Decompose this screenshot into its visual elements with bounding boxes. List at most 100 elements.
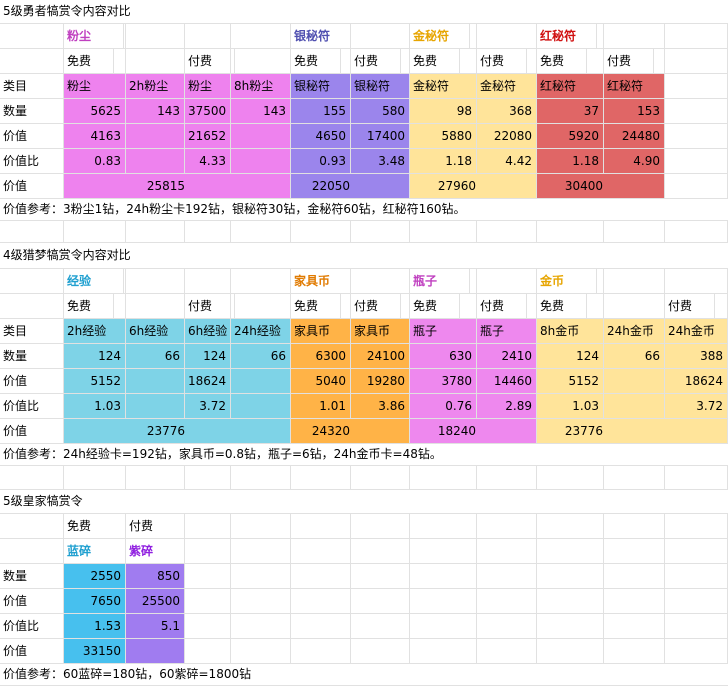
val-cell[interactable]: 19280 (351, 369, 410, 394)
empty-cell[interactable] (537, 614, 604, 639)
qty-cell[interactable]: 66 (231, 344, 291, 369)
empty-cell[interactable] (291, 639, 351, 664)
empty-cell[interactable] (665, 221, 728, 243)
val-cell[interactable]: 14460 (477, 369, 537, 394)
qty-cell[interactable]: 124 (537, 344, 604, 369)
sec2-title[interactable]: 4级猎梦犒赏令内容对比 (0, 243, 728, 269)
empty-cell[interactable] (351, 589, 410, 614)
paid-label[interactable]: 付费 (351, 294, 401, 319)
category-cell[interactable]: 24h金币 (665, 319, 728, 344)
total-cell[interactable]: 23776 (64, 419, 291, 444)
category-cell[interactable]: 2h经验 (64, 319, 126, 344)
empty-cell[interactable] (537, 564, 604, 589)
val-cell[interactable]: 17400 (351, 124, 410, 149)
qty-cell[interactable]: 24100 (351, 344, 410, 369)
empty-cell[interactable] (126, 269, 185, 294)
empty-cell[interactable] (604, 639, 665, 664)
empty-cell[interactable] (291, 221, 351, 243)
total-cell[interactable]: 33150 (64, 639, 126, 664)
empty-cell[interactable] (604, 24, 665, 49)
ratio-cell[interactable]: 4.33 (185, 149, 231, 174)
row-label[interactable]: 数量 (0, 99, 64, 124)
qty-cell[interactable]: 98 (410, 99, 477, 124)
category-cell[interactable]: 8h金币 (537, 319, 604, 344)
empty-cell[interactable] (537, 466, 604, 490)
empty-cell[interactable] (410, 466, 477, 490)
empty-cell[interactable] (665, 466, 728, 490)
empty-cell[interactable] (477, 564, 537, 589)
qty-cell[interactable]: 5625 (64, 99, 126, 124)
empty-cell[interactable] (0, 221, 64, 243)
empty-cell[interactable] (185, 564, 231, 589)
group-header[interactable]: 家具币 (291, 269, 351, 294)
free-label[interactable]: 免费 (291, 49, 341, 74)
empty-cell[interactable] (231, 269, 291, 294)
ratio-cell[interactable]: 5.1 (126, 614, 185, 639)
empty-cell[interactable] (351, 269, 410, 294)
qty-cell[interactable]: 124 (185, 344, 231, 369)
ratio-cell[interactable]: 3.48 (351, 149, 410, 174)
empty-cell[interactable] (0, 269, 64, 294)
empty-cell[interactable] (185, 24, 231, 49)
val-cell[interactable]: 5152 (537, 369, 604, 394)
val-cell[interactable]: 22080 (477, 124, 537, 149)
row-label[interactable]: 价值 (0, 124, 64, 149)
empty-cell[interactable] (477, 466, 537, 490)
group-header[interactable]: 金币 (537, 269, 597, 294)
sec2-note[interactable]: 价值参考：24h经验卡=192钻，家具币=0.8钻，瓶子=6钻，24h金币卡=4… (0, 444, 728, 466)
qty-cell[interactable]: 2410 (477, 344, 537, 369)
row-label[interactable]: 价值 (0, 419, 64, 444)
empty-cell[interactable] (291, 614, 351, 639)
empty-cell[interactable] (477, 514, 537, 539)
empty-cell[interactable] (665, 639, 728, 664)
val-cell[interactable]: 3780 (410, 369, 477, 394)
empty-cell[interactable] (537, 639, 604, 664)
empty-cell[interactable] (231, 639, 291, 664)
val-cell[interactable]: 25500 (126, 589, 185, 614)
free-label[interactable]: 免费 (537, 294, 587, 319)
empty-cell[interactable] (604, 514, 665, 539)
group-header[interactable]: 紫碎 (126, 539, 185, 564)
row-label[interactable]: 类目 (0, 319, 64, 344)
empty-cell[interactable] (231, 24, 291, 49)
category-cell[interactable]: 家具币 (351, 319, 410, 344)
ratio-cell[interactable]: 1.18 (410, 149, 477, 174)
empty-cell[interactable] (231, 294, 291, 319)
empty-cell[interactable] (185, 466, 231, 490)
group-header[interactable]: 红秘符 (537, 24, 597, 49)
val-cell[interactable] (231, 124, 291, 149)
paid-label[interactable]: 付费 (126, 514, 185, 539)
free-label[interactable]: 免费 (291, 294, 341, 319)
empty-cell[interactable] (351, 614, 410, 639)
category-cell[interactable]: 银秘符 (351, 74, 410, 99)
empty-cell[interactable] (477, 24, 537, 49)
row-label[interactable]: 数量 (0, 344, 64, 369)
sec1-note[interactable]: 价值参考：3粉尘1钻，24h粉尘卡192钻，银秘符30钻，金秘符60钻，红秘符1… (0, 199, 728, 221)
empty-cell[interactable] (537, 589, 604, 614)
empty-cell[interactable] (0, 466, 64, 490)
group-header[interactable]: 银秘符 (291, 24, 351, 49)
qty-cell[interactable]: 368 (477, 99, 537, 124)
val-cell[interactable]: 4650 (291, 124, 351, 149)
empty-cell[interactable] (185, 539, 231, 564)
empty-cell[interactable] (351, 514, 410, 539)
empty-cell[interactable] (231, 221, 291, 243)
empty-cell[interactable] (0, 24, 64, 49)
val-cell[interactable]: 4163 (64, 124, 126, 149)
category-cell[interactable]: 2h粉尘 (126, 74, 185, 99)
qty-cell[interactable]: 580 (351, 99, 410, 124)
empty-cell[interactable] (0, 49, 64, 74)
category-cell[interactable]: 金秘符 (477, 74, 537, 99)
ratio-cell[interactable]: 0.76 (410, 394, 477, 419)
total-cell[interactable]: 22050 (291, 174, 410, 199)
free-label[interactable]: 免费 (64, 294, 114, 319)
empty-cell[interactable] (231, 49, 291, 74)
qty-cell[interactable]: 850 (126, 564, 185, 589)
empty-cell[interactable] (64, 466, 126, 490)
row-label[interactable]: 价值 (0, 589, 64, 614)
qty-cell[interactable]: 124 (64, 344, 126, 369)
sec3-note[interactable]: 价值参考：60蓝碎=180钻，60紫碎=1800钻 (0, 664, 728, 686)
val-cell[interactable] (231, 369, 291, 394)
val-cell[interactable]: 7650 (64, 589, 126, 614)
empty-cell[interactable] (0, 514, 64, 539)
